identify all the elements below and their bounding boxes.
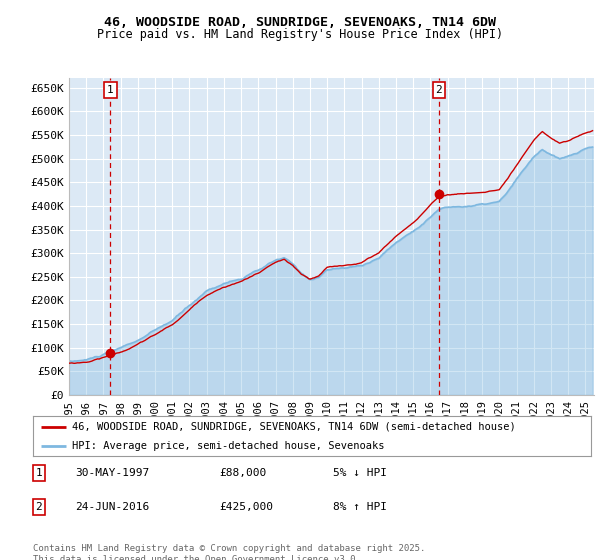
Text: 30-MAY-1997: 30-MAY-1997 xyxy=(75,468,149,478)
Text: 1: 1 xyxy=(35,468,43,478)
Text: 46, WOODSIDE ROAD, SUNDRIDGE, SEVENOAKS, TN14 6DW: 46, WOODSIDE ROAD, SUNDRIDGE, SEVENOAKS,… xyxy=(104,16,496,29)
Text: £88,000: £88,000 xyxy=(219,468,266,478)
Text: Price paid vs. HM Land Registry's House Price Index (HPI): Price paid vs. HM Land Registry's House … xyxy=(97,28,503,41)
Text: 8% ↑ HPI: 8% ↑ HPI xyxy=(333,502,387,512)
Text: 1: 1 xyxy=(107,85,114,95)
Text: Contains HM Land Registry data © Crown copyright and database right 2025.
This d: Contains HM Land Registry data © Crown c… xyxy=(33,544,425,560)
Text: HPI: Average price, semi-detached house, Sevenoaks: HPI: Average price, semi-detached house,… xyxy=(72,441,385,450)
Text: 5% ↓ HPI: 5% ↓ HPI xyxy=(333,468,387,478)
Text: 2: 2 xyxy=(436,85,442,95)
Text: 2: 2 xyxy=(35,502,43,512)
Text: 24-JUN-2016: 24-JUN-2016 xyxy=(75,502,149,512)
Text: £425,000: £425,000 xyxy=(219,502,273,512)
Text: 46, WOODSIDE ROAD, SUNDRIDGE, SEVENOAKS, TN14 6DW (semi-detached house): 46, WOODSIDE ROAD, SUNDRIDGE, SEVENOAKS,… xyxy=(72,422,516,432)
